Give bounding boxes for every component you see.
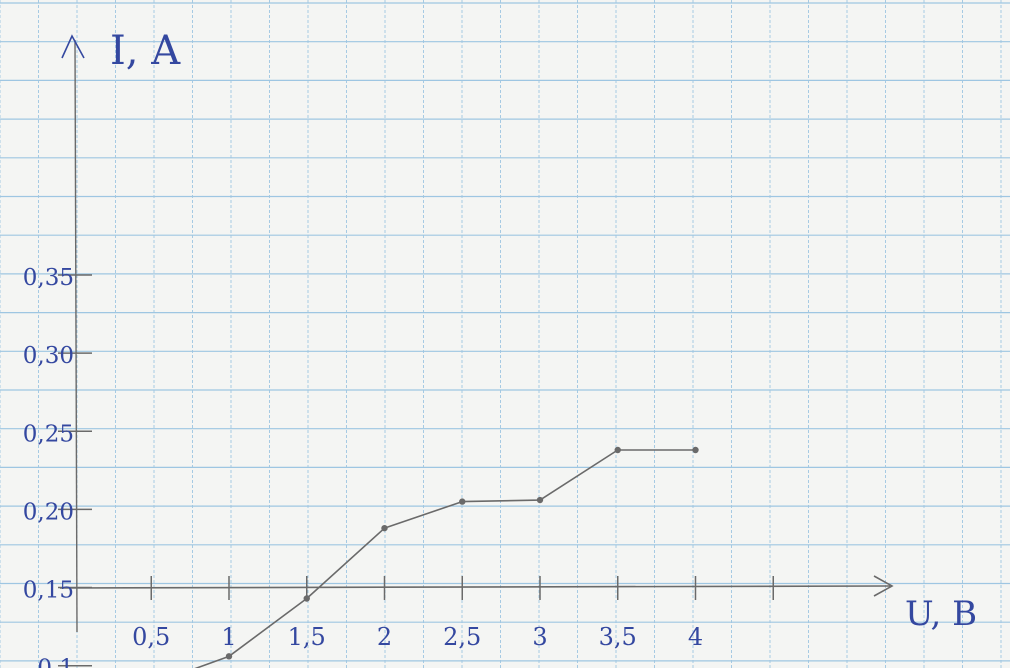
series-line — [194, 449, 696, 668]
y-axis-arrow — [61, 34, 85, 59]
x-axis-label: U, B — [905, 594, 977, 634]
x-tick-label: 3 — [532, 623, 547, 651]
data-point — [381, 524, 388, 532]
y-tick-label: 0,25 — [23, 421, 74, 447]
x-axis-ticks: 0,5 1 1,5 2 2,5 3 3,5 4 — [132, 576, 774, 651]
y-axis — [74, 39, 78, 633]
y-tick-label: 0,30 — [23, 343, 74, 369]
x-tick-label: 4 — [688, 623, 703, 651]
data-point — [225, 653, 233, 660]
y-tick-label: 0,15 — [23, 578, 74, 604]
series-current-vs-voltage — [194, 446, 699, 668]
x-axis — [59, 585, 891, 589]
x-tick-label: 1 — [221, 623, 236, 651]
x-tick-label: 2 — [377, 623, 392, 651]
data-point — [303, 595, 310, 602]
y-axis-label: I, A — [110, 28, 181, 74]
x-axis-arrow — [873, 575, 894, 597]
y-tick-label: 0,20 — [23, 499, 74, 525]
x-tick-label: 2,5 — [443, 623, 481, 651]
data-point — [614, 446, 621, 454]
x-tick-label: 0,5 — [132, 623, 170, 651]
y-axis-ticks: 0,1 0,15 0,20 0,25 0,30 0,35 — [23, 265, 92, 668]
data-point — [692, 446, 699, 454]
x-tick-label: 3,5 — [599, 623, 637, 651]
data-point — [536, 496, 544, 504]
y-tick-label: 0,1 — [37, 656, 74, 668]
y-tick-label: 0,35 — [23, 265, 74, 291]
data-point — [459, 498, 466, 505]
x-tick-label: 1,5 — [288, 623, 326, 651]
